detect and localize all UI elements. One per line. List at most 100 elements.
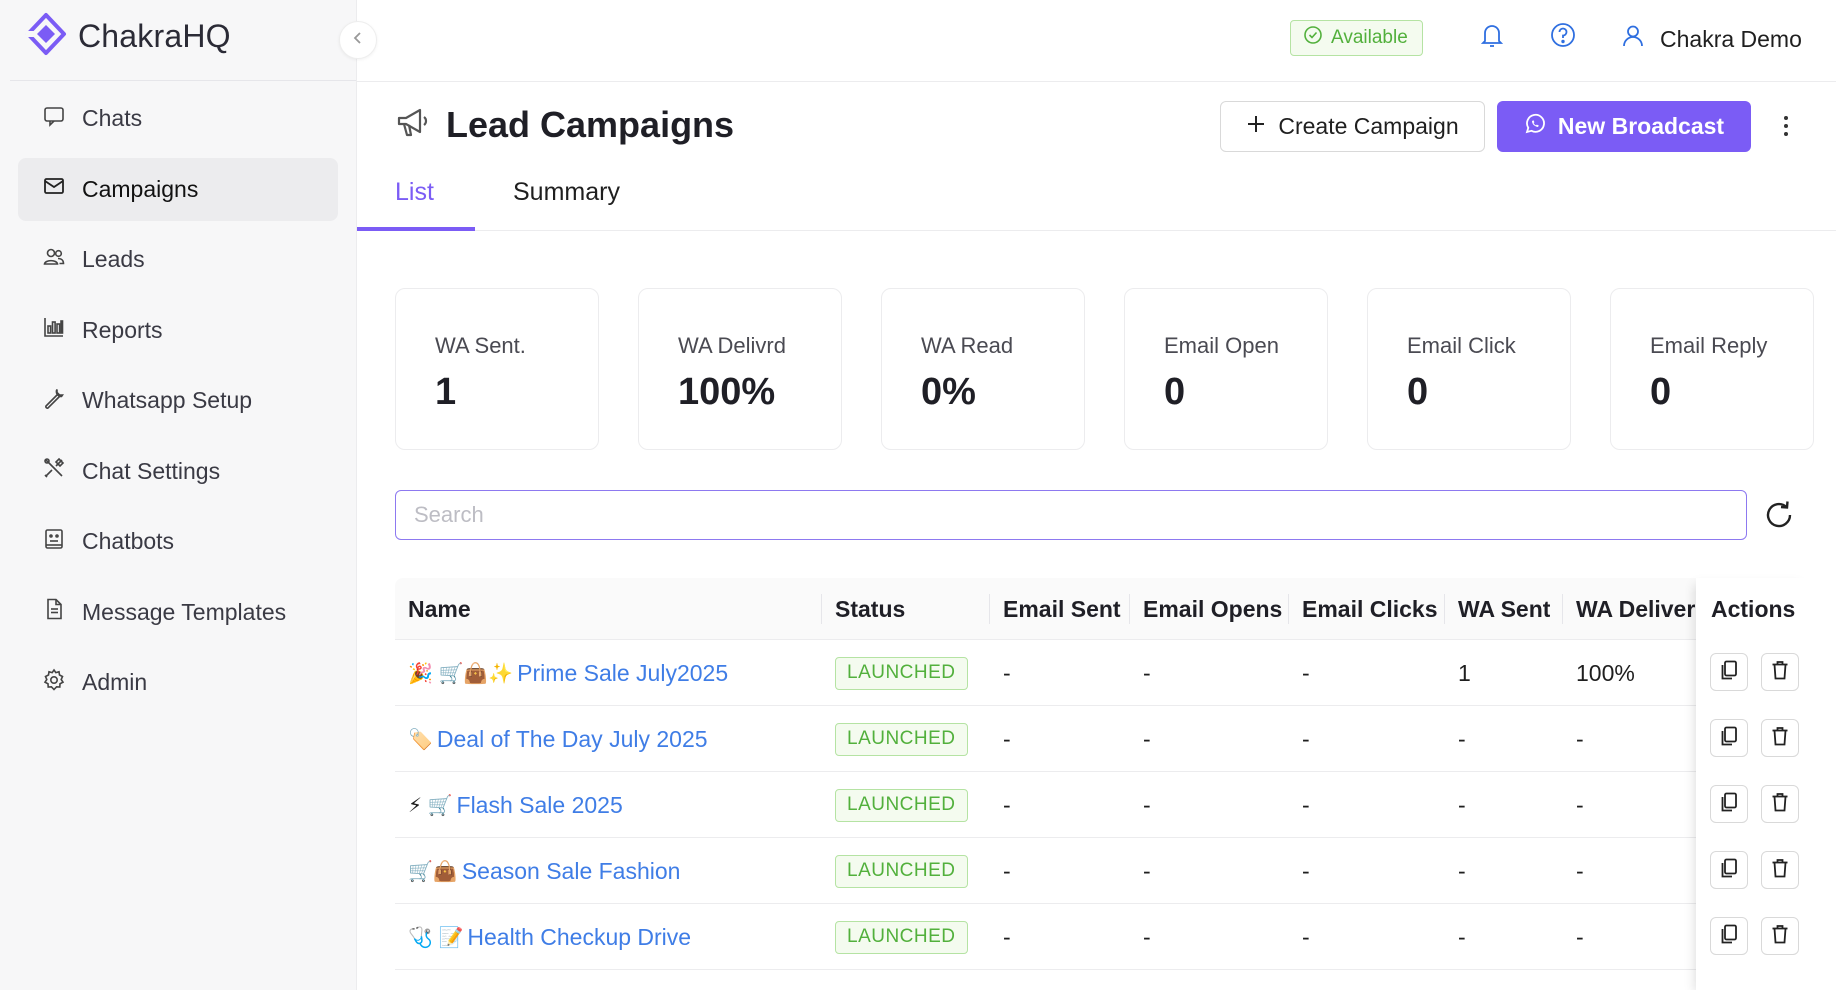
wa-delivered-cell: - [1576, 923, 1584, 950]
sidebar-item-reports[interactable]: Reports [18, 299, 338, 362]
column-header-email-clicks[interactable]: Email Clicks [1302, 595, 1438, 622]
sidebar-item-whatsapp-setup[interactable]: Whatsapp Setup [18, 369, 338, 432]
megaphone-icon [396, 107, 432, 144]
delete-button[interactable] [1761, 719, 1799, 757]
sidebar-item-chats[interactable]: Chats [18, 87, 338, 150]
email-opens-cell: - [1143, 791, 1151, 818]
campaign-name-link[interactable]: Prime Sale July2025 [517, 659, 729, 686]
campaign-name-link[interactable]: Flash Sale 2025 [456, 791, 623, 818]
bell-icon[interactable] [1480, 22, 1504, 53]
copy-icon [1720, 726, 1738, 751]
wrench-icon [42, 386, 66, 416]
user-name: Chakra Demo [1660, 25, 1802, 52]
campaign-name-cell[interactable]: 🎉 🛒👜✨ Prime Sale July2025 [408, 640, 728, 706]
copy-button[interactable] [1710, 653, 1748, 691]
stat-label: Email Open [1164, 333, 1279, 358]
create-campaign-button[interactable]: Create Campaign [1220, 101, 1485, 152]
chevron-left-icon [351, 31, 365, 50]
delete-button[interactable] [1761, 653, 1799, 691]
column-header-wa-sent[interactable]: WA Sent [1458, 595, 1551, 622]
table-header: Name Status Email Sent Email Opens Email… [395, 578, 1815, 640]
copy-button[interactable] [1710, 785, 1748, 823]
user-menu[interactable]: Chakra Demo [1622, 20, 1802, 58]
campaign-name-cell[interactable]: ⚡ 🛒 Flash Sale 2025 [408, 772, 623, 838]
column-header-email-opens[interactable]: Email Opens [1143, 595, 1283, 622]
status-cell: LAUNCHED [835, 640, 968, 706]
delete-button[interactable] [1761, 851, 1799, 889]
campaign-name-link[interactable]: Deal of The Day July 2025 [436, 725, 708, 752]
stat-value: 100% [678, 371, 776, 413]
tab-bar: List Summary [357, 164, 1836, 231]
tab-summary[interactable]: Summary [513, 164, 620, 231]
page-title: Lead Campaigns [446, 104, 735, 145]
stat-card-email-open: Email Open 0 [1124, 288, 1328, 450]
campaign-name-cell[interactable]: 🏷️ Deal of The Day July 2025 [408, 706, 708, 772]
active-tab-indicator [357, 227, 475, 231]
column-header-wa-delivered[interactable]: WA Delivered [1576, 595, 1696, 622]
email-opens-cell: - [1143, 923, 1151, 950]
stat-card-wa-read: WA Read 0% [881, 288, 1085, 450]
sidebar-item-label: Chat Settings [82, 457, 221, 484]
campaign-name-cell[interactable]: 🛒👜 Season Sale Fashion [408, 838, 680, 904]
sidebar-item-admin[interactable]: Admin [18, 651, 338, 714]
chat-bubble-icon [42, 104, 66, 134]
search-input[interactable] [395, 490, 1747, 540]
email-clicks-cell: - [1302, 923, 1310, 950]
availability-status[interactable]: Available [1290, 20, 1423, 56]
sidebar-item-message-templates[interactable]: Message Templates [18, 581, 338, 644]
user-icon [1622, 24, 1644, 54]
email-clicks-cell: - [1302, 791, 1310, 818]
trash-icon [1771, 660, 1789, 685]
status-cell: LAUNCHED [835, 772, 968, 838]
wa-delivered-cell: - [1576, 791, 1584, 818]
table-row[interactable]: ⚡ 🛒 Flash Sale 2025 LAUNCHED - - - - - [395, 772, 1815, 838]
copy-button[interactable] [1710, 851, 1748, 889]
stat-label: Email Click [1407, 333, 1516, 358]
table-row[interactable]: 🛒👜 Season Sale Fashion LAUNCHED - - - - … [395, 838, 1815, 904]
copy-button[interactable] [1710, 719, 1748, 757]
table-row[interactable]: 🩺 📝 Health Checkup Drive LAUNCHED - - - … [395, 904, 1815, 970]
sidebar-item-chat-settings[interactable]: Chat Settings [18, 440, 338, 503]
mail-icon [42, 174, 66, 204]
email-opens-cell: - [1143, 659, 1151, 686]
campaign-name-link[interactable]: Season Sale Fashion [461, 857, 681, 884]
collapse-sidebar-button[interactable] [339, 21, 377, 59]
wa-sent-cell: - [1458, 923, 1466, 950]
campaign-emoji: 🛒👜 [408, 860, 458, 883]
tools-icon [42, 456, 66, 486]
sidebar-item-label: Reports [82, 316, 163, 343]
email-clicks-cell: - [1302, 725, 1310, 752]
column-divider [989, 594, 990, 624]
column-header-name[interactable]: Name [408, 595, 471, 622]
email-sent-cell: - [1003, 923, 1011, 950]
campaign-name-link[interactable]: Health Checkup Drive [467, 923, 692, 950]
availability-label: Available [1331, 27, 1408, 48]
delete-button[interactable] [1761, 917, 1799, 955]
check-circle-icon [1303, 25, 1323, 51]
stat-value: 0% [921, 371, 976, 413]
sidebar-item-chatbots[interactable]: Chatbots [18, 510, 338, 573]
stat-card-email-reply: Email Reply 0 [1610, 288, 1814, 450]
more-options-icon[interactable] [1776, 110, 1796, 142]
column-header-status[interactable]: Status [835, 595, 906, 622]
table-row[interactable]: 🎉 🛒👜✨ Prime Sale July2025 LAUNCHED - - -… [395, 640, 1815, 706]
email-opens-cell: - [1143, 857, 1151, 884]
trash-icon [1771, 858, 1789, 883]
campaign-name-cell[interactable]: 🩺 📝 Health Checkup Drive [408, 904, 691, 970]
trash-icon [1771, 792, 1789, 817]
brand-name: ChakraHQ [78, 17, 231, 54]
brand[interactable]: ChakraHQ [24, 10, 231, 62]
delete-button[interactable] [1761, 785, 1799, 823]
sidebar-item-campaigns[interactable]: Campaigns [18, 157, 338, 221]
refresh-icon[interactable] [1762, 498, 1796, 537]
help-icon[interactable] [1550, 22, 1576, 53]
actions-column [1696, 578, 1815, 990]
column-header-email-sent[interactable]: Email Sent [1003, 595, 1121, 622]
table-row[interactable]: 🏷️ Deal of The Day July 2025 LAUNCHED - … [395, 706, 1815, 772]
column-divider [821, 594, 822, 624]
new-broadcast-button[interactable]: New Broadcast [1497, 101, 1751, 152]
wa-delivered-cell: - [1576, 725, 1584, 752]
tab-list[interactable]: List [395, 164, 434, 231]
sidebar-item-leads[interactable]: Leads [18, 228, 338, 291]
copy-button[interactable] [1710, 917, 1748, 955]
